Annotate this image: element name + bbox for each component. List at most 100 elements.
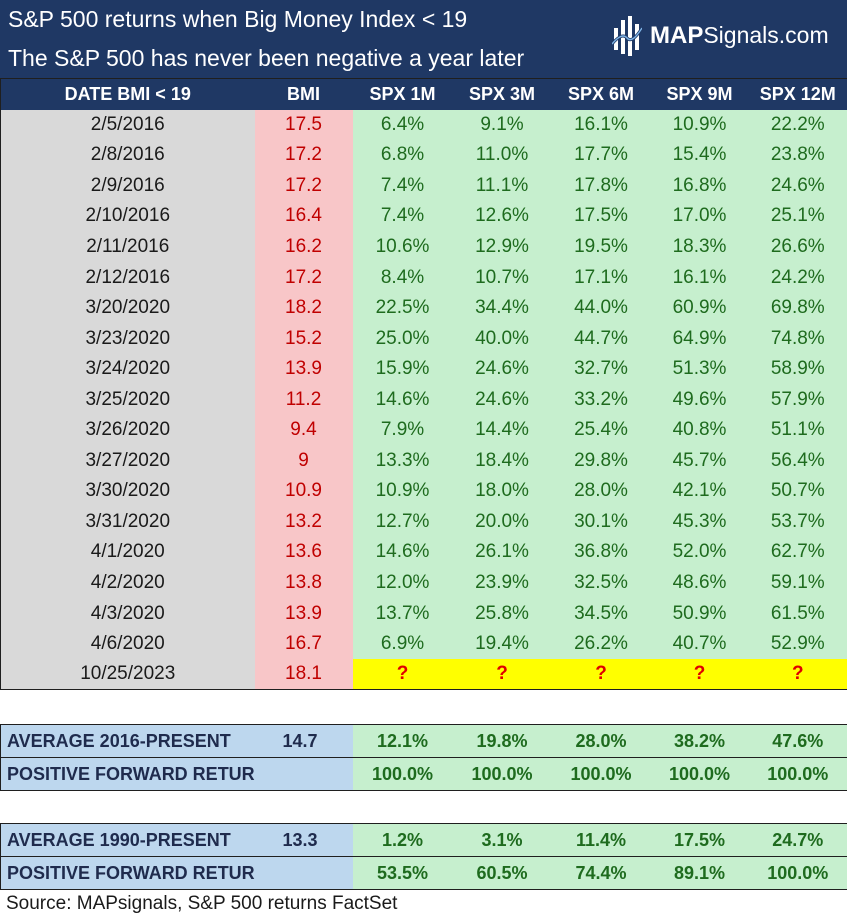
pending-return-cell: ? (551, 659, 651, 690)
pending-return-cell: ? (452, 659, 552, 690)
summary-return: 11.4% (551, 823, 651, 857)
column-header: SPX 3M (452, 78, 552, 110)
summary-return: 12.1% (352, 724, 453, 758)
bmi-cell: 13.9 (254, 598, 353, 629)
return-cell: 50.7% (748, 476, 847, 507)
return-cell: 44.0% (551, 292, 651, 324)
return-cell: 25.1% (748, 201, 847, 232)
return-cell: 29.8% (551, 445, 651, 477)
return-cell: 7.4% (352, 170, 453, 202)
summary-label: AVERAGE 1990-PRESENT (0, 823, 255, 857)
return-cell: 50.9% (650, 598, 749, 629)
table-row: 2/9/2016 17.2 7.4% 11.1% 17.8% 16.8% 24.6% (0, 170, 847, 202)
bmi-cell: 9 (254, 445, 353, 477)
date-cell: 2/10/2016 (0, 201, 255, 232)
return-cell: 32.7% (551, 353, 651, 385)
summary-bmi: 14.7 (254, 724, 353, 758)
bmi-cell: 17.2 (254, 170, 353, 202)
return-cell: 15.4% (650, 140, 749, 171)
summary-label: POSITIVE FORWARD RETURNS % (0, 856, 255, 890)
date-cell: 3/23/2020 (0, 323, 255, 354)
return-cell: 18.3% (650, 231, 749, 263)
date-cell: 3/26/2020 (0, 414, 255, 446)
positive-returns-row: POSITIVE FORWARD RETURNS % 53.5%60.5%74.4… (0, 856, 847, 890)
bmi-cell: 13.6 (254, 537, 353, 568)
summary-return: 60.5% (452, 856, 552, 890)
bmi-cell: 16.4 (254, 201, 353, 232)
bmi-cell: 17.5 (254, 109, 353, 141)
summary-bmi (254, 757, 353, 791)
return-cell: 7.4% (352, 201, 453, 232)
positive-returns-row: POSITIVE FORWARD RETURNS %100.0%100.0%10… (0, 757, 847, 791)
title-line-1: S&P 500 returns when Big Money Index < 1… (8, 6, 468, 32)
bmi-cell: 15.2 (254, 323, 353, 354)
return-cell: 17.0% (650, 201, 749, 232)
return-cell: 10.9% (650, 109, 749, 141)
return-cell: 23.9% (452, 567, 552, 599)
date-cell: 4/6/2020 (0, 628, 255, 660)
bmi-cell: 13.9 (254, 353, 353, 385)
table-row: 2/8/2016 17.2 6.8% 11.0% 17.7% 15.4% 23.8% (0, 140, 847, 171)
return-cell: 13.3% (352, 445, 453, 477)
return-cell: 10.9% (352, 476, 453, 507)
return-cell: 61.5% (748, 598, 847, 629)
pending-return-cell: ? (352, 659, 453, 690)
mapsignals-logo: MAPSignals.com (612, 14, 829, 58)
return-cell: 7.9% (352, 414, 453, 446)
table-row: 2/12/2016 17.2 8.4% 10.7% 17.1% 16.1% 24.2% (0, 262, 847, 293)
return-cell: 34.4% (452, 292, 552, 324)
summary-return: 3.1% (452, 823, 552, 857)
summary-bmi: 13.3 (254, 823, 353, 857)
return-cell: 12.7% (352, 506, 453, 538)
return-cell: 33.2% (551, 384, 651, 415)
date-cell: 2/5/2016 (0, 109, 255, 141)
return-cell: 60.9% (650, 292, 749, 324)
table-row: 2/11/2016 16.2 10.6% 12.9% 19.5% 18.3% 26.6% (0, 231, 847, 263)
return-cell: 22.5% (352, 292, 453, 324)
return-cell: 16.1% (650, 262, 749, 293)
return-cell: 17.7% (551, 140, 651, 171)
bmi-cell: 10.9 (254, 476, 353, 507)
column-header: SPX 6M (551, 78, 651, 110)
table-body: 2/5/2016 17.5 6.4% 9.1% 16.1% 10.9% 22.2% 2/8/2… (0, 109, 847, 690)
return-cell: 18.4% (452, 445, 552, 477)
return-cell: 58.9% (748, 353, 847, 385)
date-cell: 4/3/2020 (0, 598, 255, 629)
table-row: 10/25/2023 18.1????? (0, 659, 847, 690)
return-cell: 8.4% (352, 262, 453, 293)
return-cell: 34.5% (551, 598, 651, 629)
return-cell: 6.9% (352, 628, 453, 660)
summary-return: 38.2% (650, 724, 749, 758)
return-cell: 48.6% (650, 567, 749, 599)
summary-return: 47.6% (748, 724, 847, 758)
bmi-cell: 18.1 (254, 659, 353, 690)
summary-return: 100.0% (551, 757, 651, 791)
summary-return: 100.0% (452, 757, 552, 791)
pending-return-cell: ? (650, 659, 749, 690)
return-cell: 12.6% (452, 201, 552, 232)
column-header: SPX 12M (748, 78, 847, 110)
summary-return: 100.0% (650, 757, 749, 791)
table-row: 3/31/2020 13.2 12.7% 20.0% 30.1% 45.3% 53.7% (0, 506, 847, 538)
return-cell: 19.4% (452, 628, 552, 660)
date-cell: 2/11/2016 (0, 231, 255, 263)
summary-label: POSITIVE FORWARD RETURNS % (0, 757, 255, 791)
return-cell: 28.0% (551, 476, 651, 507)
summary-return: 17.5% (650, 823, 749, 857)
title-banner: S&P 500 returns when Big Money Index < 1… (0, 0, 847, 78)
date-cell: 3/24/2020 (0, 353, 255, 385)
return-cell: 45.3% (650, 506, 749, 538)
return-cell: 11.1% (452, 170, 552, 202)
return-cell: 11.0% (452, 140, 552, 171)
return-cell: 13.7% (352, 598, 453, 629)
table-row: 3/27/2020 9 13.3% 18.4% 29.8% 45.7% 56.4% (0, 445, 847, 477)
return-cell: 40.7% (650, 628, 749, 660)
table-row: 4/3/2020 13.9 13.7% 25.8% 34.5% 50.9% 61.5% (0, 598, 847, 629)
bmi-cell: 9.4 (254, 414, 353, 446)
column-header: DATE BMI < 19 (0, 78, 255, 110)
return-cell: 14.6% (352, 537, 453, 568)
return-cell: 20.0% (452, 506, 552, 538)
return-cell: 26.2% (551, 628, 651, 660)
summary-return: 28.0% (551, 724, 651, 758)
bmi-cell: 13.2 (254, 506, 353, 538)
